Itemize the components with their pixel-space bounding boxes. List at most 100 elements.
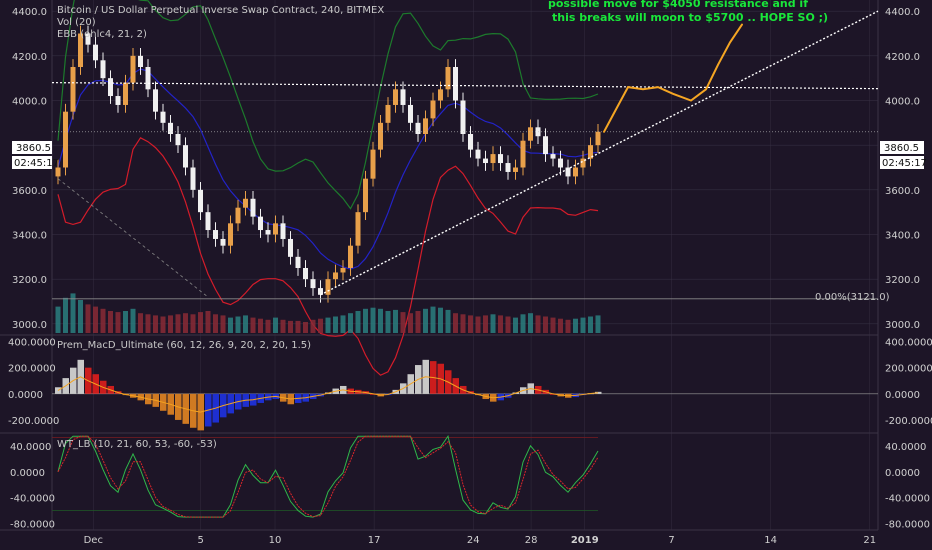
candle-body [160, 111, 166, 123]
wt-tick-left: 40.0000 [10, 442, 51, 453]
candle-body [280, 223, 286, 239]
x-tick-label: 10 [269, 535, 282, 546]
candle-body [573, 167, 578, 177]
volume-bar [145, 314, 151, 333]
price-tag-left-value: 3860.5 [16, 143, 51, 154]
volume-bar [520, 314, 526, 333]
volume-bar [550, 317, 556, 333]
annotation-line-2: this breaks will moon to $5700 .. HOPE S… [552, 11, 828, 24]
volume-bar [250, 317, 256, 333]
macd-tick-left: 400.0000 [8, 338, 56, 349]
candle-body [355, 212, 361, 246]
volume-bar [370, 307, 376, 333]
candle-body [475, 149, 481, 159]
rising-trend-line [320, 10, 879, 296]
volume-bar [580, 317, 586, 333]
x-tick-label: 7 [668, 535, 674, 546]
candle-body [325, 279, 331, 295]
volume-bar [183, 313, 188, 333]
volume-bar [160, 316, 166, 333]
macd-tick-right: -200.0000 [885, 416, 932, 427]
macd-tick-left: 0.0000 [8, 390, 43, 401]
volume-label: Vol (20) [57, 17, 96, 28]
volume-bar [565, 319, 571, 333]
lower-band-line [57, 137, 599, 376]
candle-body [123, 82, 128, 105]
price-tag-right-value: 3860.5 [884, 143, 919, 154]
candle-body [423, 118, 428, 134]
macd-tick-right: 200.0000 [885, 364, 932, 375]
candle-body [145, 67, 151, 90]
volume-bar [123, 311, 128, 333]
candle-body [288, 238, 293, 257]
upper-band-line [57, 0, 599, 210]
candle-body [438, 89, 443, 101]
volume-bar [475, 316, 481, 333]
candle-body [543, 136, 548, 155]
candle-body [115, 96, 121, 105]
candle-body [558, 158, 563, 168]
candle-body [393, 89, 398, 105]
volume-bars [55, 293, 601, 333]
candle-body [220, 238, 226, 246]
volume-bar [490, 314, 496, 333]
candle-body [93, 44, 98, 61]
x-tick-label: 17 [368, 535, 381, 546]
x-tick-label: 24 [467, 535, 480, 546]
volume-bar [190, 314, 196, 333]
candle-body [490, 154, 496, 164]
falling-trend-line [57, 178, 209, 298]
volume-bar [438, 307, 443, 333]
macd-tick-left: 200.0000 [8, 364, 56, 375]
price-tick-left: 3000.0 [12, 320, 47, 331]
candle-body [363, 178, 368, 213]
candle-body [175, 134, 181, 146]
volume-bar [295, 320, 301, 333]
macd-tick-right: 400.0000 [885, 338, 932, 349]
volume-bar [528, 313, 533, 333]
candle-body [460, 100, 466, 134]
volume-bar [483, 315, 488, 333]
volume-bar [415, 311, 421, 333]
macd-bar [595, 391, 602, 394]
volume-bar [348, 313, 353, 333]
x-tick-label: 5 [197, 535, 203, 546]
volume-bar [543, 316, 548, 333]
volume-bar [265, 319, 271, 333]
candle-body [100, 60, 106, 79]
volume-bar [505, 316, 511, 333]
candle-body [550, 154, 556, 159]
volume-bar [228, 317, 233, 333]
volume-bar [393, 309, 398, 333]
wt-label: WT_LB (10, 21, 60, 53, -60, -53) [57, 439, 217, 450]
volume-bar [168, 315, 173, 333]
candle-body [348, 245, 353, 268]
volume-bar [445, 309, 451, 333]
volume-bar [423, 308, 428, 333]
candle-body [265, 230, 271, 235]
candle-body [468, 134, 473, 150]
volume-bar [115, 312, 121, 333]
candle-body [273, 223, 278, 235]
volume-bar [273, 317, 278, 333]
volume-bar [310, 319, 316, 333]
candle-body [190, 167, 196, 190]
candle-body [258, 216, 263, 231]
macd-histogram [55, 359, 602, 431]
x-tick-label: 21 [863, 535, 876, 546]
volume-bar [198, 312, 203, 333]
volume-bar [588, 316, 593, 333]
price-tick-right: 3000.0 [885, 320, 920, 331]
volume-bar [355, 311, 361, 333]
fib-level-label: 0.00%(3121.0) [815, 292, 890, 303]
volume-bar [258, 318, 263, 333]
volume-bar [235, 316, 241, 333]
candle-body [513, 167, 518, 172]
x-tick-label: 2019 [571, 535, 599, 546]
volume-bar [280, 319, 286, 333]
volume-bar [513, 317, 518, 333]
trend-lines [51, 10, 879, 300]
axes-labels: 4400.04400.04200.04200.04000.04000.03800… [8, 7, 932, 546]
price-tick-right: 4000.0 [885, 97, 920, 108]
